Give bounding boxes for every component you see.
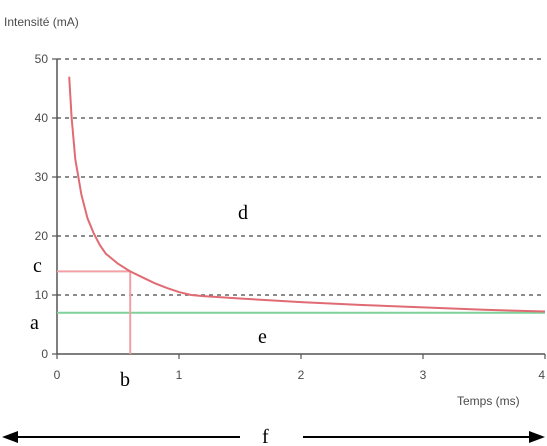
x-tick-label-1: 1	[176, 368, 183, 382]
right-arrow	[303, 431, 545, 443]
x-tick-label-2: 2	[298, 368, 305, 382]
annotation-e: e	[258, 326, 267, 348]
x-axis-title: Temps (ms)	[457, 394, 520, 408]
annotation-c: c	[33, 255, 42, 277]
y-tick-label-20: 20	[35, 229, 49, 243]
grid-lines	[57, 58, 545, 296]
y-tick-label-50: 50	[35, 52, 49, 66]
x-tick-label-4: 4	[538, 368, 545, 382]
x-tick-label-3: 3	[420, 368, 427, 382]
y-tick-label-40: 40	[35, 111, 49, 125]
annotation-a: a	[30, 312, 39, 334]
x-tick-label-0: 0	[54, 368, 61, 382]
x-tick-labels: 0 1 2 3 4	[54, 354, 546, 382]
left-arrow	[2, 431, 240, 443]
y-axis-title: Intensité (mA)	[4, 15, 79, 29]
annotation-f: f	[262, 426, 269, 446]
y-tick-labels: 0 10 20 30 40 50	[35, 52, 57, 361]
intensity-curve	[68, 76, 546, 313]
guide-lines	[57, 270, 545, 354]
annotation-d: d	[238, 202, 248, 224]
y-tick-label-0: 0	[41, 347, 48, 361]
annotation-b: b	[120, 369, 130, 391]
y-tick-label-30: 30	[35, 170, 49, 184]
y-tick-label-10: 10	[35, 288, 49, 302]
